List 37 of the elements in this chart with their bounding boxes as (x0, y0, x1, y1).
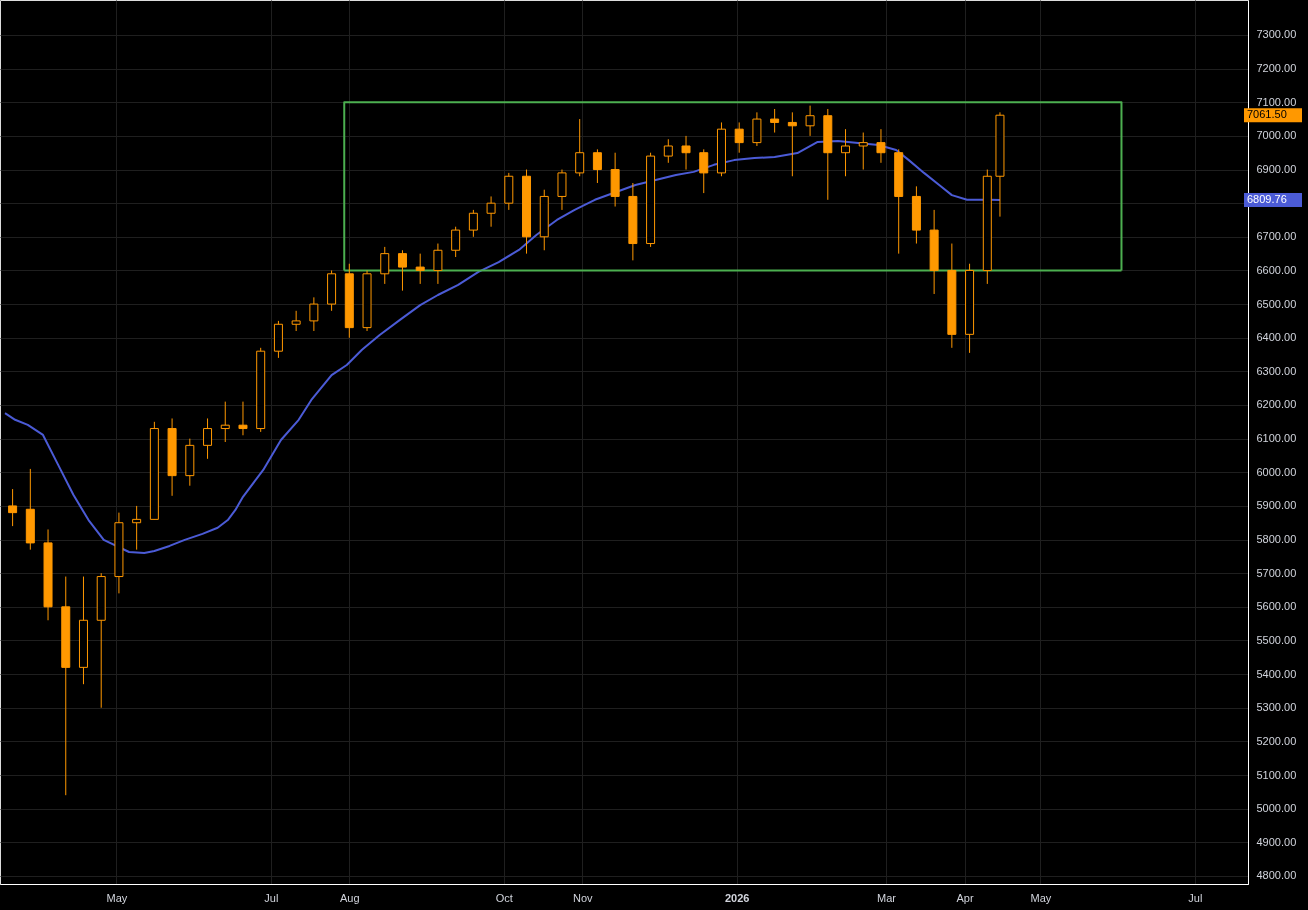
y-tick-label: 5500.00 (1256, 633, 1297, 646)
y-tick-label: 7100.00 (1256, 95, 1297, 108)
text: 6809.76 (1247, 192, 1287, 205)
y-tick-label: 5800.00 (1256, 533, 1297, 546)
x-tick-label: 2026 (724, 891, 750, 904)
y-tick-label: 6300.00 (1256, 364, 1297, 377)
y-tick-label: 6700.00 (1256, 230, 1297, 243)
x-tick-label: May (106, 891, 128, 904)
y-tick-label: 6400.00 (1256, 331, 1297, 344)
x-tick-label: Mar (877, 891, 897, 904)
y-tick-label: 4900.00 (1256, 835, 1297, 848)
y-tick-label: 7000.00 (1256, 129, 1297, 142)
y-tick-label: 6200.00 (1256, 398, 1297, 411)
y-tick-label: 5700.00 (1256, 566, 1297, 579)
x-tick-label: Aug (340, 891, 360, 904)
y-tick-label: 6500.00 (1256, 297, 1297, 310)
x-tick-label: May (1030, 891, 1052, 904)
y-tick-label: 6900.00 (1256, 163, 1297, 176)
y-tick-label: 4800.00 (1256, 869, 1297, 882)
x-tick-label: Apr (956, 891, 974, 904)
y-tick-label: 5400.00 (1256, 667, 1297, 680)
x-tick-label: Jul (1188, 891, 1203, 904)
x-tick-label: Nov (572, 891, 594, 904)
y-tick-label: 7200.00 (1256, 62, 1297, 75)
y-tick-label: 6600.00 (1256, 263, 1297, 276)
y-tick-label: 7300.00 (1256, 28, 1297, 41)
y-tick-label: 5900.00 (1256, 499, 1297, 512)
y-tick-label: 5000.00 (1256, 802, 1297, 815)
y-tick-label: 5100.00 (1256, 768, 1297, 781)
y-tick-label: 6000.00 (1256, 465, 1297, 478)
y-tick-label: 5600.00 (1256, 600, 1297, 613)
y-tick-label: 5300.00 (1256, 701, 1297, 714)
y-tick-label: 6100.00 (1256, 432, 1297, 445)
y-tick-label: 5200.00 (1256, 734, 1297, 747)
x-tick-label: Oct (495, 891, 513, 904)
text: 7061.50 (1247, 108, 1287, 121)
x-tick-label: Jul (264, 891, 279, 904)
